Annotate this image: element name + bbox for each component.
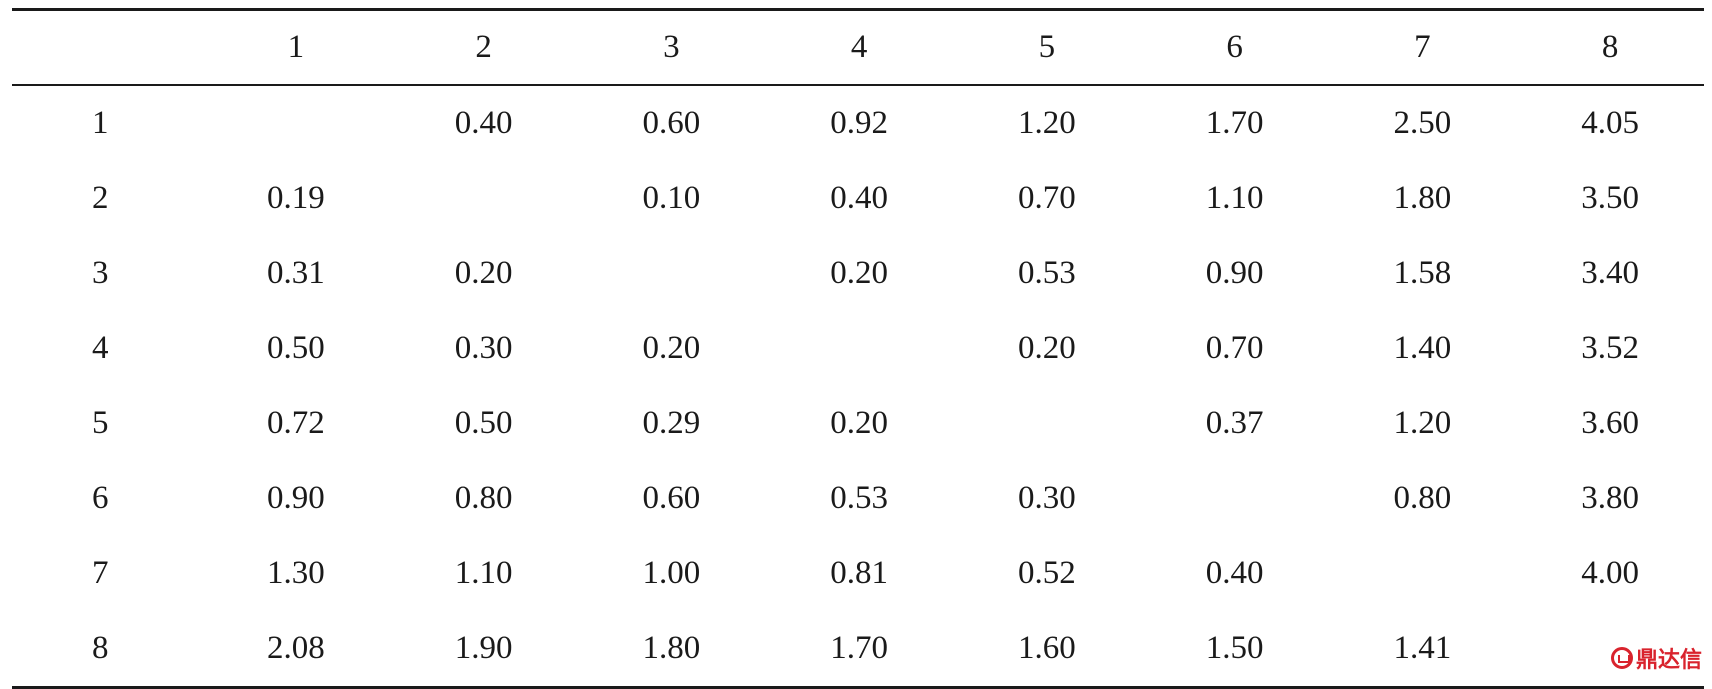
table-cell: 1.70 xyxy=(830,630,888,666)
table-cell xyxy=(390,161,578,236)
column-header: 8 xyxy=(1601,29,1619,65)
table-cell: 0.20 xyxy=(830,405,888,441)
column-header: 5 xyxy=(1038,29,1056,65)
table-cell: 0.52 xyxy=(1018,555,1076,591)
column-header: 4 xyxy=(850,29,868,65)
column-header: 6 xyxy=(1226,29,1243,65)
table-body: 1 0.40 0.60 0.92 1.20 1.70 2.50 4.05 2 0.19 0.10 0.… xyxy=(12,86,1704,686)
table-header-rule xyxy=(12,84,1704,86)
table-row: 1 0.40 0.60 0.92 1.20 1.70 2.50 4.05 xyxy=(12,86,1704,161)
table-cell: 0.80 xyxy=(454,480,513,516)
table-cell xyxy=(953,386,1141,461)
table-cell: 0.40 xyxy=(830,180,888,216)
table-cell: 0.80 xyxy=(1393,480,1452,516)
table-cell: 1.58 xyxy=(1393,255,1452,291)
table-cell: 1.80 xyxy=(642,630,701,666)
column-header: 3 xyxy=(663,29,680,65)
table-header: 1 2 3 4 5 6 7 8 xyxy=(12,11,1704,84)
table-cell: 3.80 xyxy=(1581,480,1639,516)
table-cell xyxy=(765,311,953,386)
table-cell: 0.53 xyxy=(830,480,888,516)
row-header: 5 xyxy=(92,405,109,441)
table-cell: 0.10 xyxy=(642,180,701,216)
table-cell: 0.40 xyxy=(1205,555,1264,591)
table-cell: 1.80 xyxy=(1393,180,1452,216)
row-header: 2 xyxy=(92,180,109,216)
table-cell: 1.70 xyxy=(1205,105,1264,141)
row-header: 3 xyxy=(92,255,109,291)
watermark-text: 鼎达信 xyxy=(1635,648,1702,673)
table-cell: 1.40 xyxy=(1393,330,1452,366)
table-cell: 0.29 xyxy=(642,405,701,441)
table-cell: 1.20 xyxy=(1393,405,1452,441)
table-cell: 1.41 xyxy=(1393,630,1452,666)
row-header: 7 xyxy=(92,555,109,591)
table-cell: 0.20 xyxy=(642,330,701,366)
watermark: 鼎达信 xyxy=(1610,642,1702,674)
table-cell: 4.05 xyxy=(1581,105,1639,141)
table-row: 6 0.90 0.80 0.60 0.53 0.30 0.80 3.80 xyxy=(12,461,1704,536)
table-row: 3 0.31 0.20 0.20 0.53 0.90 1.58 3.40 xyxy=(12,236,1704,311)
table-cell: 0.81 xyxy=(830,555,888,591)
data-table: 1 2 3 4 5 6 7 8 xyxy=(12,11,1704,84)
table-cell: 1.20 xyxy=(1018,105,1076,141)
table-cell: 1.90 xyxy=(454,630,513,666)
table-cell: 0.19 xyxy=(267,180,325,216)
table-cell: 2.50 xyxy=(1393,105,1452,141)
header-corner-cell xyxy=(12,11,202,84)
table-cell: 3.60 xyxy=(1581,405,1639,441)
table-cell: 3.50 xyxy=(1581,180,1639,216)
table-cell xyxy=(578,236,766,311)
table-row: 4 0.50 0.30 0.20 0.20 0.70 1.40 3.52 xyxy=(12,311,1704,386)
table-cell: 3.40 xyxy=(1581,255,1639,291)
table-row: 2 0.19 0.10 0.40 0.70 1.10 1.80 3.50 xyxy=(12,161,1704,236)
data-table-container: 1 2 3 4 5 6 7 8 1 0.40 0.60 0.92 1.20 1.70 2.50 4.05 2 0… xyxy=(12,8,1704,689)
table-cell xyxy=(1329,536,1517,611)
table-cell xyxy=(202,86,390,161)
table-cell: 0.40 xyxy=(454,105,513,141)
row-header: 6 xyxy=(92,480,109,516)
table-cell: 0.37 xyxy=(1205,405,1264,441)
table-cell: 3.52 xyxy=(1581,330,1639,366)
table-cell: 0.70 xyxy=(1205,330,1264,366)
table-row: 7 1.30 1.10 1.00 0.81 0.52 0.40 4.00 xyxy=(12,536,1704,611)
table-cell: 1.10 xyxy=(1205,180,1264,216)
table-cell: 1.00 xyxy=(642,555,701,591)
data-table-body: 1 0.40 0.60 0.92 1.20 1.70 2.50 4.05 2 0.19 0.10 0.… xyxy=(12,86,1704,686)
table-cell: 0.20 xyxy=(830,255,888,291)
column-header: 7 xyxy=(1414,29,1431,65)
table-cell: 0.72 xyxy=(267,405,325,441)
table-cell xyxy=(1141,461,1329,536)
table-cell: 1.30 xyxy=(267,555,325,591)
table-cell: 0.50 xyxy=(267,330,325,366)
table-cell: 0.90 xyxy=(267,480,325,516)
table-cell: 0.20 xyxy=(1018,330,1076,366)
row-header: 4 xyxy=(92,330,109,366)
table-cell: 0.53 xyxy=(1018,255,1076,291)
table-top-rule xyxy=(12,8,1704,11)
table-cell: 1.60 xyxy=(1018,630,1076,666)
dingdaxin-logo-icon xyxy=(1610,647,1633,669)
table-row: 5 0.72 0.50 0.29 0.20 0.37 1.20 3.60 xyxy=(12,386,1704,461)
table-cell: 0.30 xyxy=(1018,480,1076,516)
column-header: 1 xyxy=(287,29,305,65)
table-cell: 0.31 xyxy=(267,255,325,291)
row-header: 8 xyxy=(92,630,109,666)
table-cell: 0.30 xyxy=(454,330,513,366)
header-row: 1 2 3 4 5 6 7 8 xyxy=(12,11,1704,84)
table-cell: 4.00 xyxy=(1581,555,1639,591)
table-cell: 0.20 xyxy=(454,255,513,291)
table-cell: 0.60 xyxy=(642,480,701,516)
table-cell: 1.50 xyxy=(1205,630,1264,666)
row-header: 1 xyxy=(92,105,109,141)
table-cell: 0.90 xyxy=(1205,255,1264,291)
table-cell: 0.60 xyxy=(642,105,701,141)
table-cell: 0.92 xyxy=(830,105,888,141)
table-cell: 0.70 xyxy=(1018,180,1076,216)
table-cell: 1.10 xyxy=(454,555,513,591)
table-cell: 0.50 xyxy=(454,405,513,441)
table-cell: 2.08 xyxy=(267,630,325,666)
column-header: 2 xyxy=(475,29,492,65)
table-row: 8 2.08 1.90 1.80 1.70 1.60 1.50 1.41 xyxy=(12,611,1704,686)
